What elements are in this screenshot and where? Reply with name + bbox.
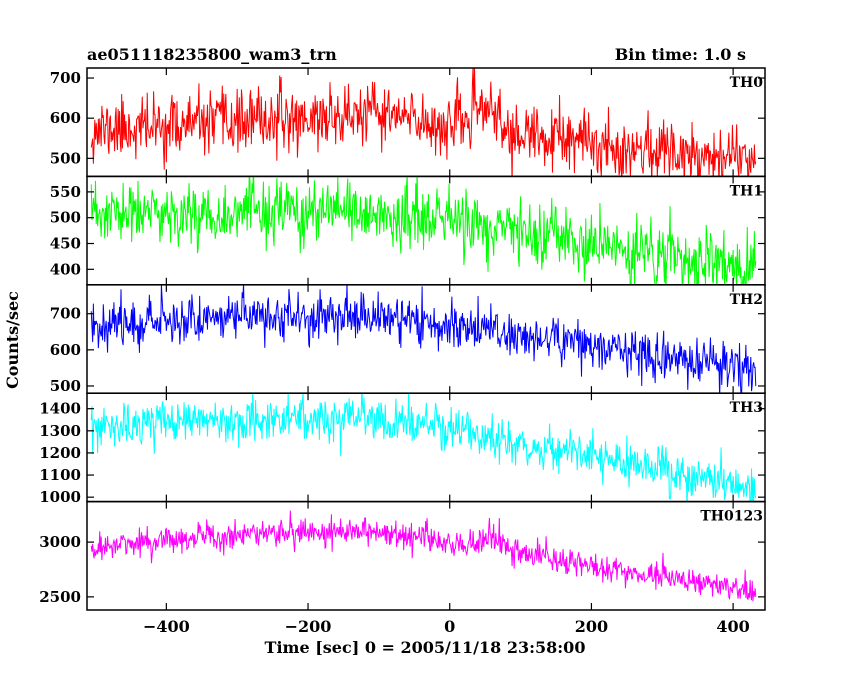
panel-label: TH3 [730, 400, 763, 416]
panel-label: TH2 [730, 292, 763, 308]
x-tick-label: 400 [716, 617, 749, 636]
y-tick-label: 400 [50, 260, 81, 278]
panel-label: TH1 [730, 183, 763, 199]
x-tick-label: 200 [575, 617, 608, 636]
panel-label: TH0 [730, 75, 764, 91]
panels-group: 500 600 700 TH0 400 450 500 550 TH1 500 600 700 TH2 1… [39, 67, 766, 611]
y-tick-label: 1200 [39, 444, 81, 462]
panel-th1: 400 450 500 550 TH1 [50, 175, 766, 286]
y-tick-label: 550 [50, 183, 81, 201]
y-tick-label: 600 [50, 109, 81, 127]
x-axis: −400 −200 0 200 400 [143, 617, 750, 636]
y-tick-label: 1400 [39, 400, 81, 418]
x-tick-label: −200 [285, 617, 332, 636]
series-line-th0123 [90, 510, 757, 602]
panel-label: TH0123 [700, 509, 763, 525]
panel-th0123: 2500 3000 TH0123 [39, 500, 766, 611]
series-line-th3 [90, 393, 757, 502]
x-tick-label: −400 [143, 617, 190, 636]
y-tick-label: 700 [50, 69, 81, 87]
panel-frame [86, 500, 766, 611]
y-tick-label: 500 [50, 149, 81, 167]
y-tick-label: 2500 [39, 588, 81, 606]
y-tick-label: 1300 [39, 422, 81, 440]
x-axis-label: Time [sec] 0 = 2005/11/18 23:58:00 [265, 638, 586, 657]
y-tick-label: 500 [50, 209, 81, 227]
x-tick-label: 0 [444, 617, 455, 636]
panel-th0: 500 600 700 TH0 [50, 67, 766, 178]
y-tick-label: 3000 [39, 533, 81, 551]
chart-title: ae051118235800_wam3_trn [87, 45, 337, 64]
y-tick-label: 1100 [39, 466, 81, 484]
y-axis-label: Counts/sec [3, 291, 22, 389]
y-tick-label: 500 [50, 377, 81, 395]
y-tick-label: 1000 [39, 488, 81, 506]
bin-time-label: Bin time: 1.0 s [615, 45, 746, 64]
y-tick-label: 600 [50, 341, 81, 359]
series-line-th1 [90, 176, 757, 285]
series-line-th2 [90, 284, 757, 394]
panel-th2: 500 600 700 TH2 [50, 284, 766, 395]
y-tick-label: 700 [50, 305, 81, 323]
panel-th3: 1000 1100 1200 1300 1400 TH3 [39, 392, 766, 506]
series-line-th0 [90, 68, 757, 177]
y-tick-label: 450 [50, 235, 81, 253]
